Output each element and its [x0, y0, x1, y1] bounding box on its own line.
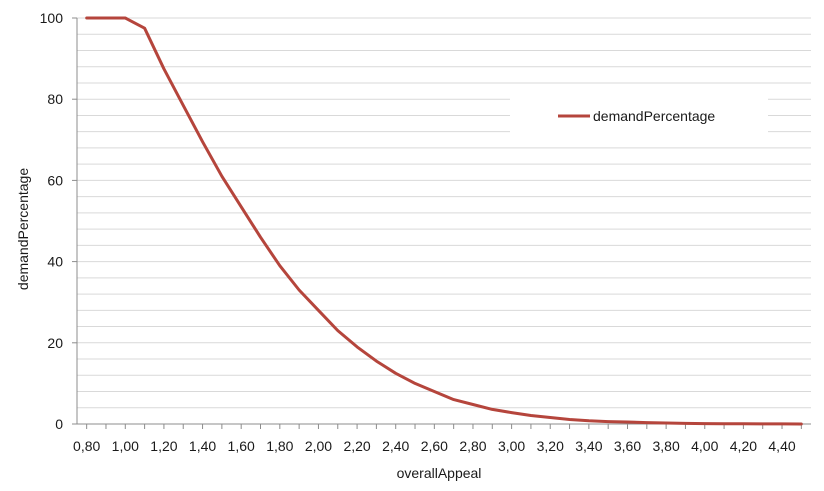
- x-tick-label: 1,60: [228, 438, 255, 454]
- legend-label: demandPercentage: [593, 108, 715, 124]
- y-tick-label: 40: [47, 254, 63, 270]
- x-tick-label: 1,20: [150, 438, 177, 454]
- x-tick-label: 0,80: [73, 438, 100, 454]
- x-tick-label: 1,40: [189, 438, 216, 454]
- y-tick-label: 20: [47, 335, 63, 351]
- x-tick-label: 4,00: [691, 438, 718, 454]
- x-tick-label: 1,80: [266, 438, 293, 454]
- legend: demandPercentage: [510, 93, 768, 137]
- y-tick-label: 100: [40, 10, 64, 26]
- x-tick-label: 3,00: [498, 438, 525, 454]
- x-tick-label: 3,80: [653, 438, 680, 454]
- tick-labels: 0 20 40 60 80 100 0,80 1,00 1,20 1,40 1,60 1,80 2,00…: [40, 10, 796, 454]
- grid-lines: [77, 17, 811, 409]
- x-tick-label: 4,20: [730, 438, 757, 454]
- x-tick-label: 3,20: [537, 438, 564, 454]
- series-line: [85, 16, 803, 426]
- legend-box: [510, 93, 768, 137]
- y-tick-label: 60: [47, 172, 63, 188]
- x-tick-label: 2,00: [305, 438, 332, 454]
- axes: [72, 17, 811, 429]
- x-tick-label: 3,40: [575, 438, 602, 454]
- x-axis-title: overallAppeal: [397, 465, 482, 481]
- x-tick-label: 2,20: [343, 438, 370, 454]
- x-tick-label: 4,40: [768, 438, 795, 454]
- x-tick-label: 2,60: [421, 438, 448, 454]
- x-tick-label: 3,60: [614, 438, 641, 454]
- y-tick-label: 0: [55, 416, 63, 432]
- y-tick-label: 80: [47, 91, 63, 107]
- x-tick-label: 2,40: [382, 438, 409, 454]
- series-layer: [85, 16, 803, 426]
- x-tick-label: 2,80: [459, 438, 486, 454]
- x-tick-label: 1,00: [112, 438, 139, 454]
- y-axis-title: demandPercentage: [15, 168, 31, 290]
